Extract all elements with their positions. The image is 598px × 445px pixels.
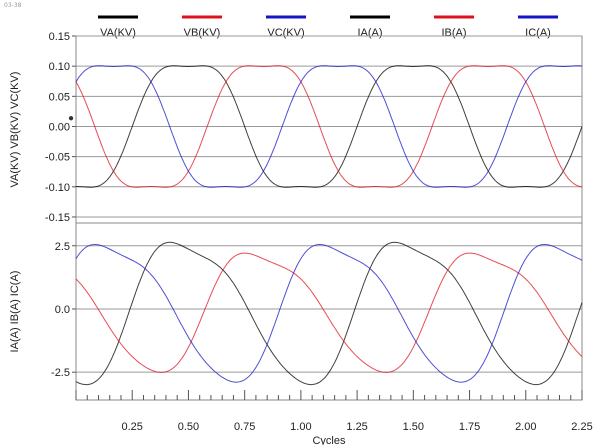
y-tick-label: 0.15 [49, 31, 70, 43]
series-line-vakv [76, 65, 583, 188]
x-axis-label: Cycles [312, 435, 346, 445]
x-tick-label: 1.00 [290, 421, 311, 433]
y-tick-label: -0.05 [45, 152, 70, 164]
x-tick-label: 1.50 [403, 421, 424, 433]
legend-label: VC(KV) [267, 27, 304, 39]
cursor-marker-icon: ● [68, 113, 74, 124]
x-tick-label: 0.25 [122, 421, 143, 433]
x-tick-label: 2.00 [515, 421, 536, 433]
legend-label: IA(A) [357, 27, 382, 39]
series-line-vckv [75, 65, 583, 188]
legend-label: IC(A) [525, 27, 551, 39]
corner-tag: 03-38 [4, 2, 22, 9]
y-axis-label: IA(A) IB(A) IC(A) [9, 271, 21, 353]
y-tick-label: 2.5 [55, 241, 70, 253]
x-tick-label: 1.75 [459, 421, 480, 433]
legend-label: VB(KV) [184, 27, 221, 39]
y-tick-label: 0.10 [49, 61, 70, 73]
y-tick-label: 0.00 [49, 121, 70, 133]
plot-frame [75, 35, 583, 401]
x-tick-label: 0.50 [178, 421, 199, 433]
series-line-iba [75, 252, 583, 373]
legend-label: IB(A) [441, 27, 466, 39]
x-tick-label: 0.75 [234, 421, 255, 433]
y-tick-label: -0.10 [45, 182, 70, 194]
y-tick-label: -2.5 [51, 367, 70, 379]
legend-label: VA(KV) [100, 27, 136, 39]
x-tick-label: 2.25 [571, 421, 592, 433]
y-axis-label: VA(KV) VB(KV) VC(KV) [9, 72, 21, 188]
series-line-iaa [75, 241, 583, 386]
y-tick-label: 0.05 [49, 91, 70, 103]
series-line-vbkv [75, 65, 583, 188]
y-tick-label: 0.0 [55, 304, 70, 316]
x-tick-label: 1.25 [346, 421, 367, 433]
series-line-ica [75, 244, 583, 383]
y-tick-label: -0.15 [45, 212, 70, 224]
